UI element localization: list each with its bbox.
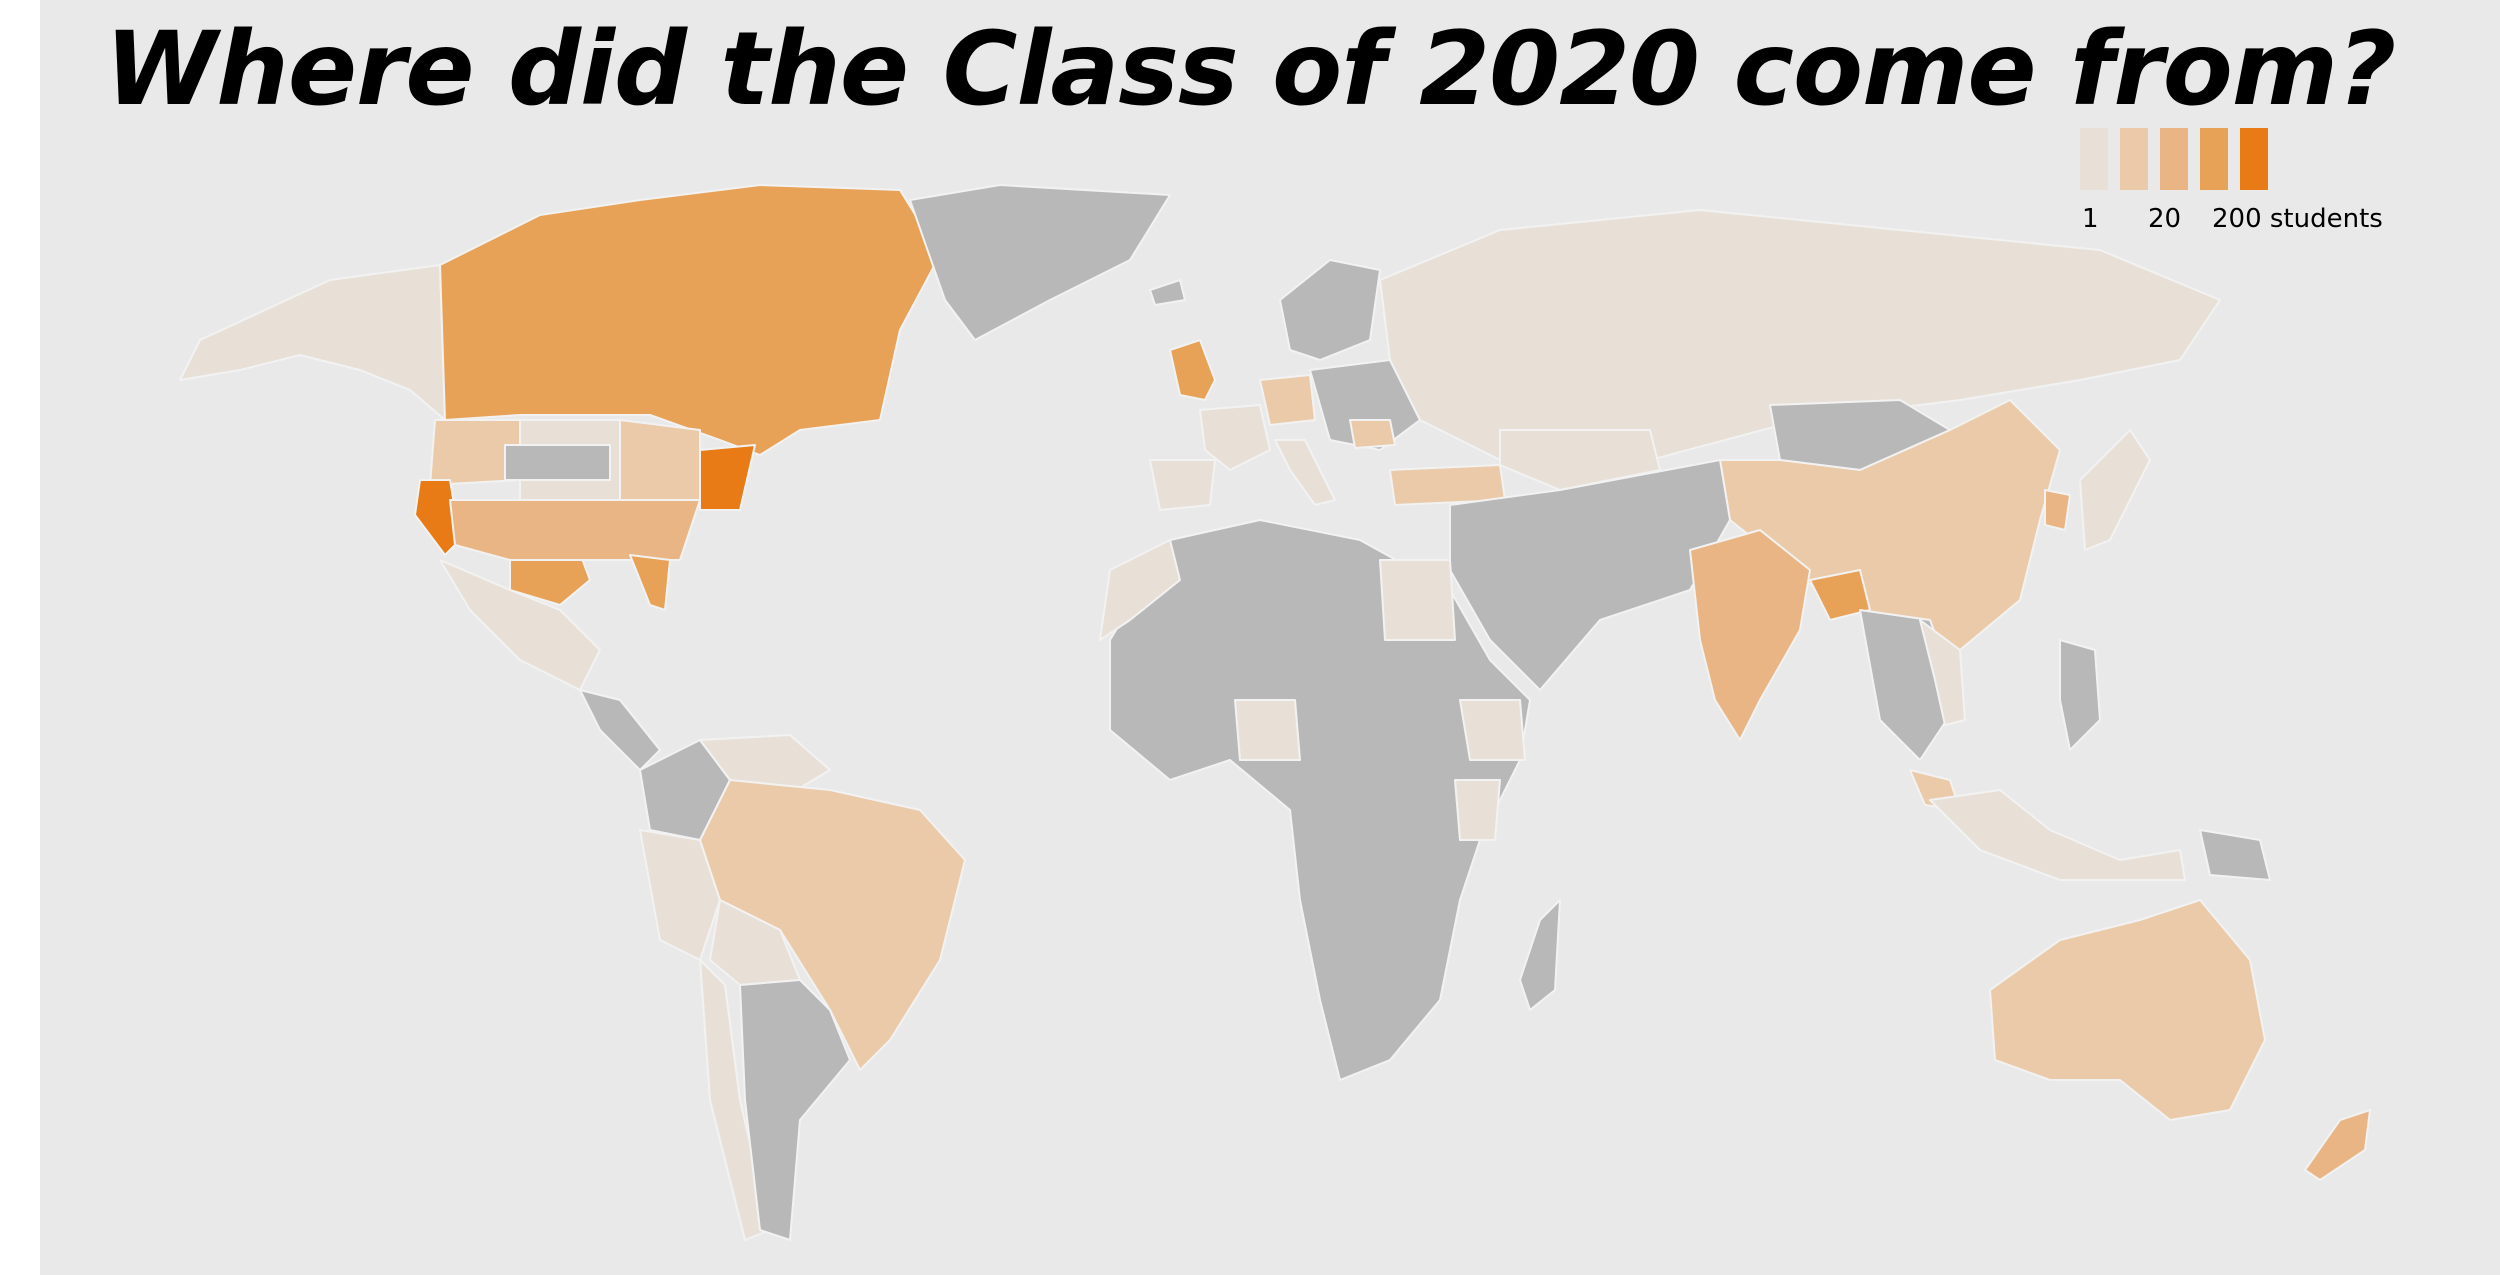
region-central-america [579, 689, 661, 771]
region-madagascar [1519, 899, 1561, 1011]
region-united-kingdom [1169, 339, 1216, 401]
region-us-midwest [619, 419, 701, 501]
legend: 1 20 200 students [2070, 128, 2470, 238]
region-italy [1274, 439, 1336, 506]
legend-swatch [2240, 128, 2268, 190]
region-venezuela [699, 734, 831, 801]
region-greenland [909, 184, 1171, 341]
region-africa [1109, 519, 1531, 1081]
legend-label-min: 1 [2082, 204, 2099, 234]
region-south-korea [2044, 489, 2071, 531]
legend-label-mid: 20 [2148, 204, 2182, 234]
legend-swatch [2080, 128, 2108, 190]
region-scandinavia [1279, 259, 1381, 361]
region-iceland [1149, 279, 1186, 306]
legend-swatch [2120, 128, 2148, 190]
legend-label-max: 200 students [2212, 204, 2383, 234]
region-us-southeast [449, 499, 701, 561]
region-us-northeast [699, 444, 756, 511]
region-romania [1349, 419, 1396, 449]
region-argentina [739, 979, 851, 1241]
region-peru [639, 829, 721, 961]
region-australia [1989, 899, 2266, 1121]
region-spain [1149, 459, 1216, 511]
region-ethiopia [1459, 699, 1526, 761]
region-florida [629, 554, 671, 611]
region-japan [2079, 429, 2151, 551]
region-indonesia [1929, 789, 2186, 881]
page-title: Where did the Class of 2020 come from? [104, 10, 2397, 129]
region-us-plains [504, 444, 611, 481]
region-canada [439, 184, 941, 456]
region-france [1199, 404, 1271, 471]
legend-swatch [2200, 128, 2228, 190]
region-bangladesh [1809, 569, 1871, 621]
region-india [1689, 529, 1811, 741]
region-nigeria [1234, 699, 1301, 761]
region-egypt [1379, 559, 1456, 641]
region-mexico [439, 559, 601, 691]
region-russia [1379, 209, 2221, 461]
region-germany [1259, 374, 1316, 426]
region-california [414, 479, 461, 556]
region-kenya [1454, 779, 1501, 841]
region-new-zealand [2304, 1109, 2371, 1181]
region-papua-new-guinea [2199, 829, 2271, 881]
region-middle-east [1449, 459, 1731, 691]
region-alaska [179, 264, 446, 421]
region-philippines [2059, 639, 2101, 751]
legend-swatch [2160, 128, 2188, 190]
region-morocco [1099, 539, 1181, 641]
region-vietnam [1919, 619, 1966, 726]
